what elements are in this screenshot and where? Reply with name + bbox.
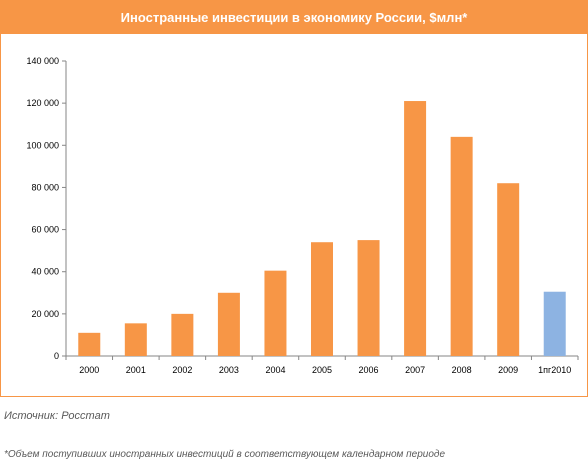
x-tick-label: 2000 <box>79 365 99 375</box>
y-tick-label: 0 <box>54 351 59 361</box>
x-tick-label: 1пг2010 <box>538 365 571 375</box>
x-tick-labels: 2000 2001 2002 2003 2004 2005 2006 2007 2008 2009… <box>79 365 571 375</box>
bar-2000 <box>78 332 101 356</box>
y-tick-labels: 0 20 000 40 000 60 000 80 000 100 000 120 000 1… <box>26 56 59 361</box>
bar-2009 <box>497 183 520 356</box>
y-tick-label: 60 000 <box>31 225 59 235</box>
y-tick-label: 120 000 <box>26 98 59 108</box>
y-tick-label: 20 000 <box>31 309 59 319</box>
chart-title: Иностранные инвестиции в экономику Росси… <box>0 0 588 34</box>
x-tick-label: 2002 <box>172 365 192 375</box>
x-tick-label: 2001 <box>126 365 146 375</box>
chart-bars <box>78 101 566 357</box>
x-tick-label: 2006 <box>359 365 379 375</box>
bar-2006 <box>357 240 380 356</box>
y-tick-label: 140 000 <box>26 56 59 66</box>
source-note: Источник: Росстат <box>4 410 110 422</box>
bar-2001 <box>124 323 147 356</box>
footnote: *Объем поступивших иностранных инвестици… <box>4 449 446 460</box>
x-tick-label: 2008 <box>452 365 472 375</box>
x-tick-label: 2004 <box>265 365 285 375</box>
x-tick-label: 2007 <box>405 365 425 375</box>
bar-2007 <box>404 101 427 357</box>
x-tick-label: 2003 <box>219 365 239 375</box>
bar-chart: 2000 2001 2002 2003 2004 2005 2006 2007 2008 2009… <box>26 56 579 375</box>
x-tick-label: 2005 <box>312 365 332 375</box>
y-tick-label: 100 000 <box>26 140 59 150</box>
bar-2004 <box>264 270 287 356</box>
y-tick-label: 80 000 <box>31 182 59 192</box>
bar-2003 <box>217 292 240 356</box>
bar-2005 <box>311 242 333 356</box>
bar-2008 <box>450 136 473 356</box>
bar-1пг2010 <box>543 291 566 356</box>
y-tick-label: 40 000 <box>31 267 59 277</box>
bar-2002 <box>171 313 194 356</box>
x-tick-label: 2009 <box>498 365 518 375</box>
